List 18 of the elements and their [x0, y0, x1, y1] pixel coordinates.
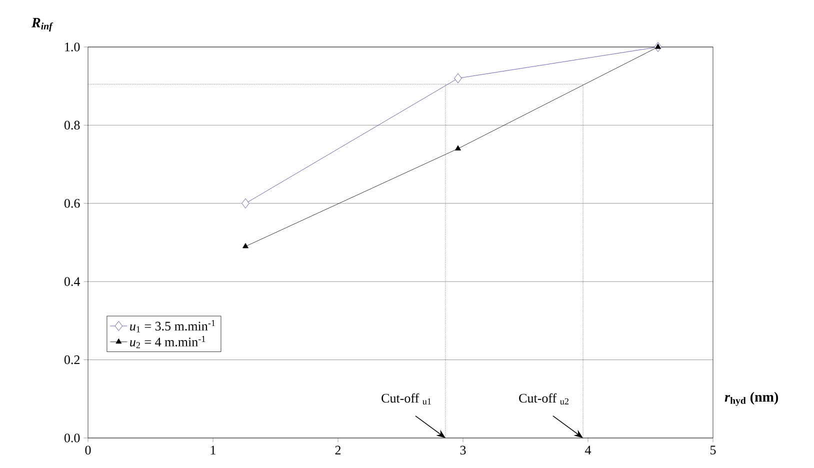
- x-tick-label: 3: [460, 446, 466, 455]
- y-tick-label: 0.8: [64, 120, 80, 130]
- x-tick-label: 4: [585, 446, 592, 454]
- x-tick-label: 0: [85, 446, 91, 455]
- legend-label: u$_{1}$ = 3.5 m.min$^{-1}$: [130, 320, 215, 332]
- annotation: Cut-off $_{u2}$: [519, 393, 568, 404]
- y-tick-label: 1.0: [65, 42, 80, 52]
- y-tick-label: 0.6: [64, 198, 80, 208]
- x-tick-label: 1: [210, 446, 216, 454]
- y-tick-label: 0.0: [64, 434, 80, 442]
- annotation: Cut-off $_{u1}$: [382, 393, 431, 404]
- x-axis-title: r$_{hyd}$ (nm): [724, 392, 778, 406]
- x-tick-label: 5: [710, 446, 716, 454]
- y-tick-label: 0.4: [64, 277, 80, 286]
- y-axis-title: R$_{inf}$: [32, 18, 54, 32]
- x-tick-label: 2: [335, 446, 341, 454]
- y-tick-label: 0.2: [64, 355, 80, 364]
- legend-label: u$_{2}$ = 4 m.min$^{-1}$: [130, 336, 206, 348]
